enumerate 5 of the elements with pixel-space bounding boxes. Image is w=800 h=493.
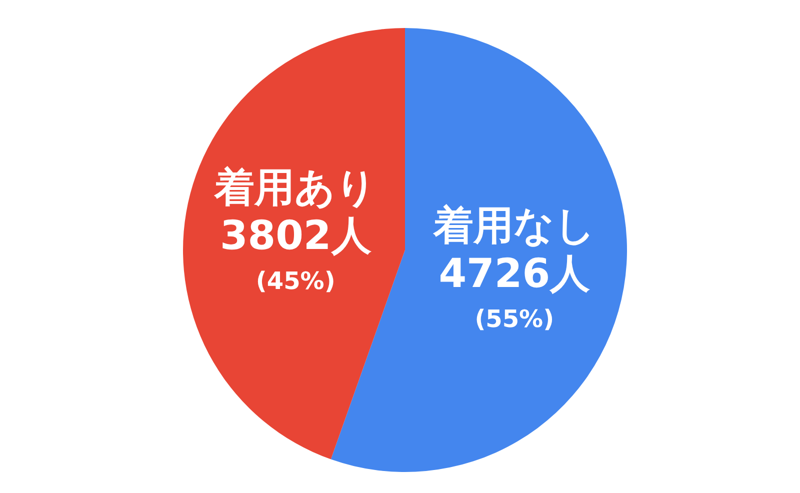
slice-label: 着用あり — [214, 165, 377, 212]
pie-slice — [183, 28, 405, 460]
data-label: 3802人 (45%) — [220, 213, 372, 296]
slice-label: 着用なし — [432, 202, 596, 249]
data-label: 4726人 (55%) — [438, 250, 592, 333]
